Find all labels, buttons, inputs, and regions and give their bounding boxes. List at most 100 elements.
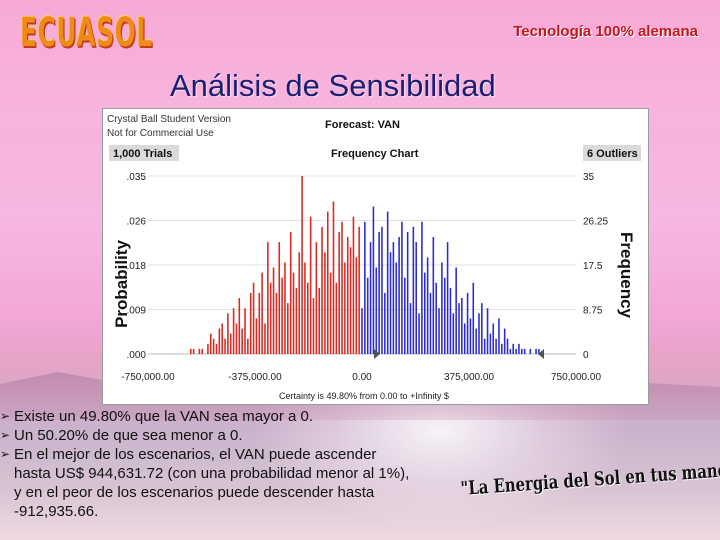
histogram-bar [329, 272, 332, 354]
histogram-bar [523, 348, 526, 354]
histogram-bar [215, 343, 218, 354]
histogram-bar [466, 292, 469, 354]
histogram-bar [358, 226, 360, 354]
histogram-bar [309, 216, 312, 354]
histogram-bar [472, 282, 475, 354]
frequency-chart-panel: Crystal Ball Student Version Not for Com… [102, 108, 649, 405]
version-line-1: Crystal Ball Student Version [107, 114, 231, 125]
histogram-bar [324, 252, 326, 354]
histogram-bar [469, 318, 472, 354]
histogram-bar [349, 247, 352, 354]
y-tick-label-left: .000 [127, 350, 147, 361]
histogram-bar [321, 226, 323, 354]
histogram-bar [284, 262, 286, 354]
conclusion-item: ➢ Existe un 49.80% que la VAN sea mayor … [0, 407, 470, 426]
histogram-bar [535, 348, 537, 354]
histogram-bar [326, 211, 329, 354]
histogram-bar [449, 287, 452, 354]
histogram-bar [361, 308, 363, 354]
histogram-bar [372, 206, 375, 354]
histogram-bar [506, 338, 509, 354]
histogram-bar [304, 262, 306, 354]
histogram-bar [521, 348, 523, 354]
histogram-bar [458, 303, 460, 354]
histogram-bar [426, 257, 429, 354]
histogram-bar [478, 313, 480, 354]
histogram-bar [227, 313, 229, 354]
histogram-bar [481, 303, 483, 354]
histogram-bar [395, 262, 398, 354]
histogram-bar [501, 343, 503, 354]
histogram-bar [355, 257, 358, 354]
y-tick-label-left: .026 [127, 217, 147, 228]
conclusion-item: ➢ En el mejor de los escenarios, el VAN … [0, 445, 470, 521]
x-tick-label: -375,000.00 [228, 372, 282, 383]
histogram-bar [495, 338, 497, 354]
histogram-bar [489, 333, 492, 354]
histogram-bar [278, 242, 281, 354]
y-tick-label-right: 35 [583, 172, 595, 183]
outliers-box [583, 145, 641, 161]
ecuasol-logo: ECUASOL [20, 10, 153, 56]
histogram-bar [375, 267, 378, 354]
conclusions-list: ➢ Existe un 49.80% que la VAN sea mayor … [0, 407, 470, 521]
histogram-bar [492, 323, 495, 354]
histogram-bar [429, 292, 432, 354]
histogram-bar [412, 226, 415, 354]
arrow-bullet-icon: ➢ [0, 447, 11, 461]
histogram-bar [241, 328, 243, 354]
histogram-bar [498, 318, 500, 354]
histogram-bar [338, 231, 340, 354]
histogram-bar [364, 221, 366, 354]
histogram-bar [389, 252, 392, 354]
histogram-bar [398, 237, 400, 354]
y-tick-label-right: 26.25 [583, 217, 608, 228]
histogram-bar [423, 272, 426, 354]
histogram-bar [463, 323, 466, 354]
histogram-bar [224, 338, 226, 354]
histogram-bar [461, 298, 463, 354]
histogram-bar [432, 237, 435, 354]
histogram-bar [421, 221, 423, 354]
histogram-bar [235, 323, 238, 354]
histogram-bar [190, 348, 192, 354]
histogram-bar [406, 231, 409, 354]
histogram-bar [475, 328, 477, 354]
histogram-bar [209, 333, 212, 354]
certainty-left-grabber[interactable] [374, 349, 380, 359]
histogram-bar [483, 338, 486, 354]
histogram-bar [438, 308, 440, 354]
histogram-bar [207, 343, 209, 354]
histogram-bar [443, 277, 446, 354]
version-line-2: Not for Commercial Use [107, 128, 214, 139]
histogram-bar [298, 252, 301, 354]
histogram-bar [332, 201, 335, 354]
histogram-bar [415, 242, 417, 354]
y-tick-label-right: 0 [583, 350, 589, 361]
histogram-bar [352, 216, 355, 354]
certainty-right-grabber[interactable] [538, 349, 544, 359]
arrow-bullet-icon: ➢ [0, 409, 11, 423]
frequency-chart: Crystal Ball Student Version Not for Com… [107, 114, 641, 401]
y-tick-label-left: .018 [127, 261, 147, 272]
y-tick-label-right: 8.75 [583, 306, 603, 317]
histogram-bar [512, 343, 515, 354]
x-tick-label: 0.00 [352, 372, 372, 383]
y-tick-label-left: .009 [127, 306, 147, 317]
histogram-bar [232, 308, 235, 354]
histogram-bar [384, 292, 386, 354]
certainty-text: Certainty is 49.80% from 0.00 to +Infini… [279, 391, 449, 401]
frequency-chart-label: Frequency Chart [331, 148, 419, 160]
histogram-bar [272, 267, 275, 354]
histogram-bar [518, 343, 520, 354]
histogram-bar [269, 282, 272, 354]
histogram-bar [381, 226, 383, 354]
histogram-bar [515, 348, 517, 354]
histogram-bar [218, 328, 221, 354]
histogram-bar [401, 221, 403, 354]
arrow-bullet-icon: ➢ [0, 428, 11, 442]
histogram-bar [198, 348, 201, 354]
histogram-bar [344, 262, 346, 354]
histogram-bar [378, 231, 380, 354]
conclusion-item: ➢ Un 50.20% de que sea menor a 0. [0, 426, 470, 445]
